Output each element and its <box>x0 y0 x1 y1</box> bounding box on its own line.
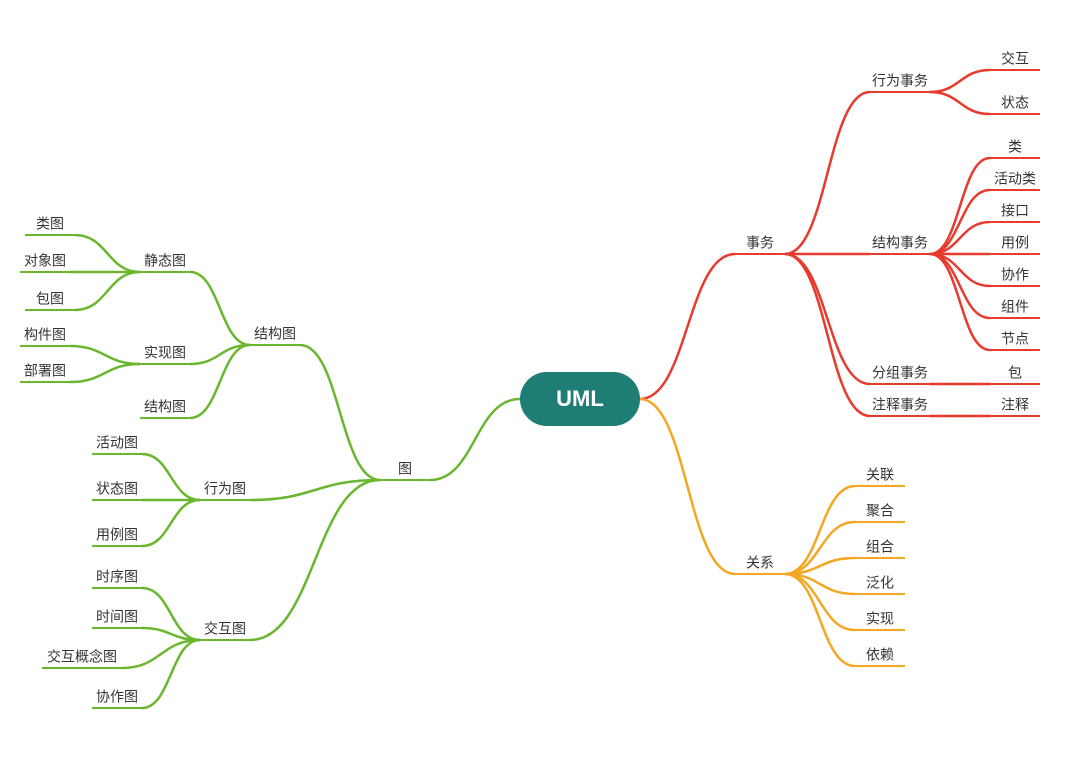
branch-behavior-diagram: 行为图 <box>204 481 246 497</box>
leaf: 泛化 <box>866 575 894 591</box>
leaf: 状态图 <box>96 481 138 497</box>
leaf: 构件图 <box>24 327 66 343</box>
branch: 行为事务 <box>872 73 928 89</box>
leaf: 协作图 <box>96 689 138 705</box>
connector <box>70 364 140 382</box>
leaf: 关联 <box>866 467 894 483</box>
connector <box>250 480 380 640</box>
connector <box>75 235 140 272</box>
branch-things: 事务 <box>746 235 774 251</box>
leaf: 交互概念图 <box>47 649 117 665</box>
connector <box>785 574 855 666</box>
leaf: 时序图 <box>96 569 138 585</box>
connector <box>930 70 990 92</box>
leaf: 依赖 <box>866 647 894 663</box>
leaf: 实现 <box>866 611 894 627</box>
connector <box>70 346 140 364</box>
leaf: 交互 <box>1001 51 1029 67</box>
leaf: 时间图 <box>96 609 138 625</box>
leaf: 协作 <box>1001 267 1029 283</box>
connector <box>785 254 870 416</box>
branch-interaction-diagram: 交互图 <box>204 621 246 637</box>
leaf: 接口 <box>1001 203 1029 219</box>
leaf: 类 <box>1008 139 1022 155</box>
leaf: 用例图 <box>96 527 138 543</box>
connector <box>75 272 140 310</box>
branch: 分组事务 <box>872 365 928 381</box>
leaf: 注释 <box>1001 397 1029 413</box>
leaf: 节点 <box>1001 331 1029 347</box>
connector <box>640 254 735 399</box>
connector <box>785 486 855 574</box>
leaf: 活动图 <box>96 435 138 451</box>
leaf: 状态 <box>1001 95 1029 111</box>
connector <box>142 640 200 708</box>
branch: 结构事务 <box>872 235 928 251</box>
branch-impl-diagram: 实现图 <box>144 345 186 361</box>
connector <box>300 345 380 480</box>
connector <box>190 272 250 345</box>
connector <box>785 92 870 254</box>
branch-relations: 关系 <box>746 555 774 571</box>
uml-mindmap: UML图结构图静态图类图对象图包图实现图构件图部署图结构图行为图活动图状态图用例… <box>0 0 1080 778</box>
connector <box>430 399 520 480</box>
leaf: 组件 <box>1001 299 1029 315</box>
connector <box>142 588 200 640</box>
leaf: 用例 <box>1001 235 1029 251</box>
leaf: 活动类 <box>994 171 1036 187</box>
branch: 注释事务 <box>872 397 928 413</box>
leaf: 包图 <box>36 291 64 307</box>
connector <box>250 480 380 500</box>
leaf: 对象图 <box>24 253 66 269</box>
branch-structure-diagram: 结构图 <box>254 326 296 342</box>
connector <box>785 254 870 384</box>
leaf-structure-diagram: 结构图 <box>144 399 186 415</box>
root-label: UML <box>556 386 604 411</box>
branch-static-diagram: 静态图 <box>144 253 186 269</box>
leaf: 组合 <box>866 539 894 555</box>
leaf: 包 <box>1008 365 1022 381</box>
connector <box>930 92 990 114</box>
leaf: 部署图 <box>24 363 66 379</box>
connector <box>640 399 735 574</box>
leaf: 类图 <box>36 216 64 232</box>
connector <box>142 500 200 546</box>
connector <box>142 454 200 500</box>
leaf: 聚合 <box>866 503 894 519</box>
branch-diagrams: 图 <box>398 461 412 477</box>
